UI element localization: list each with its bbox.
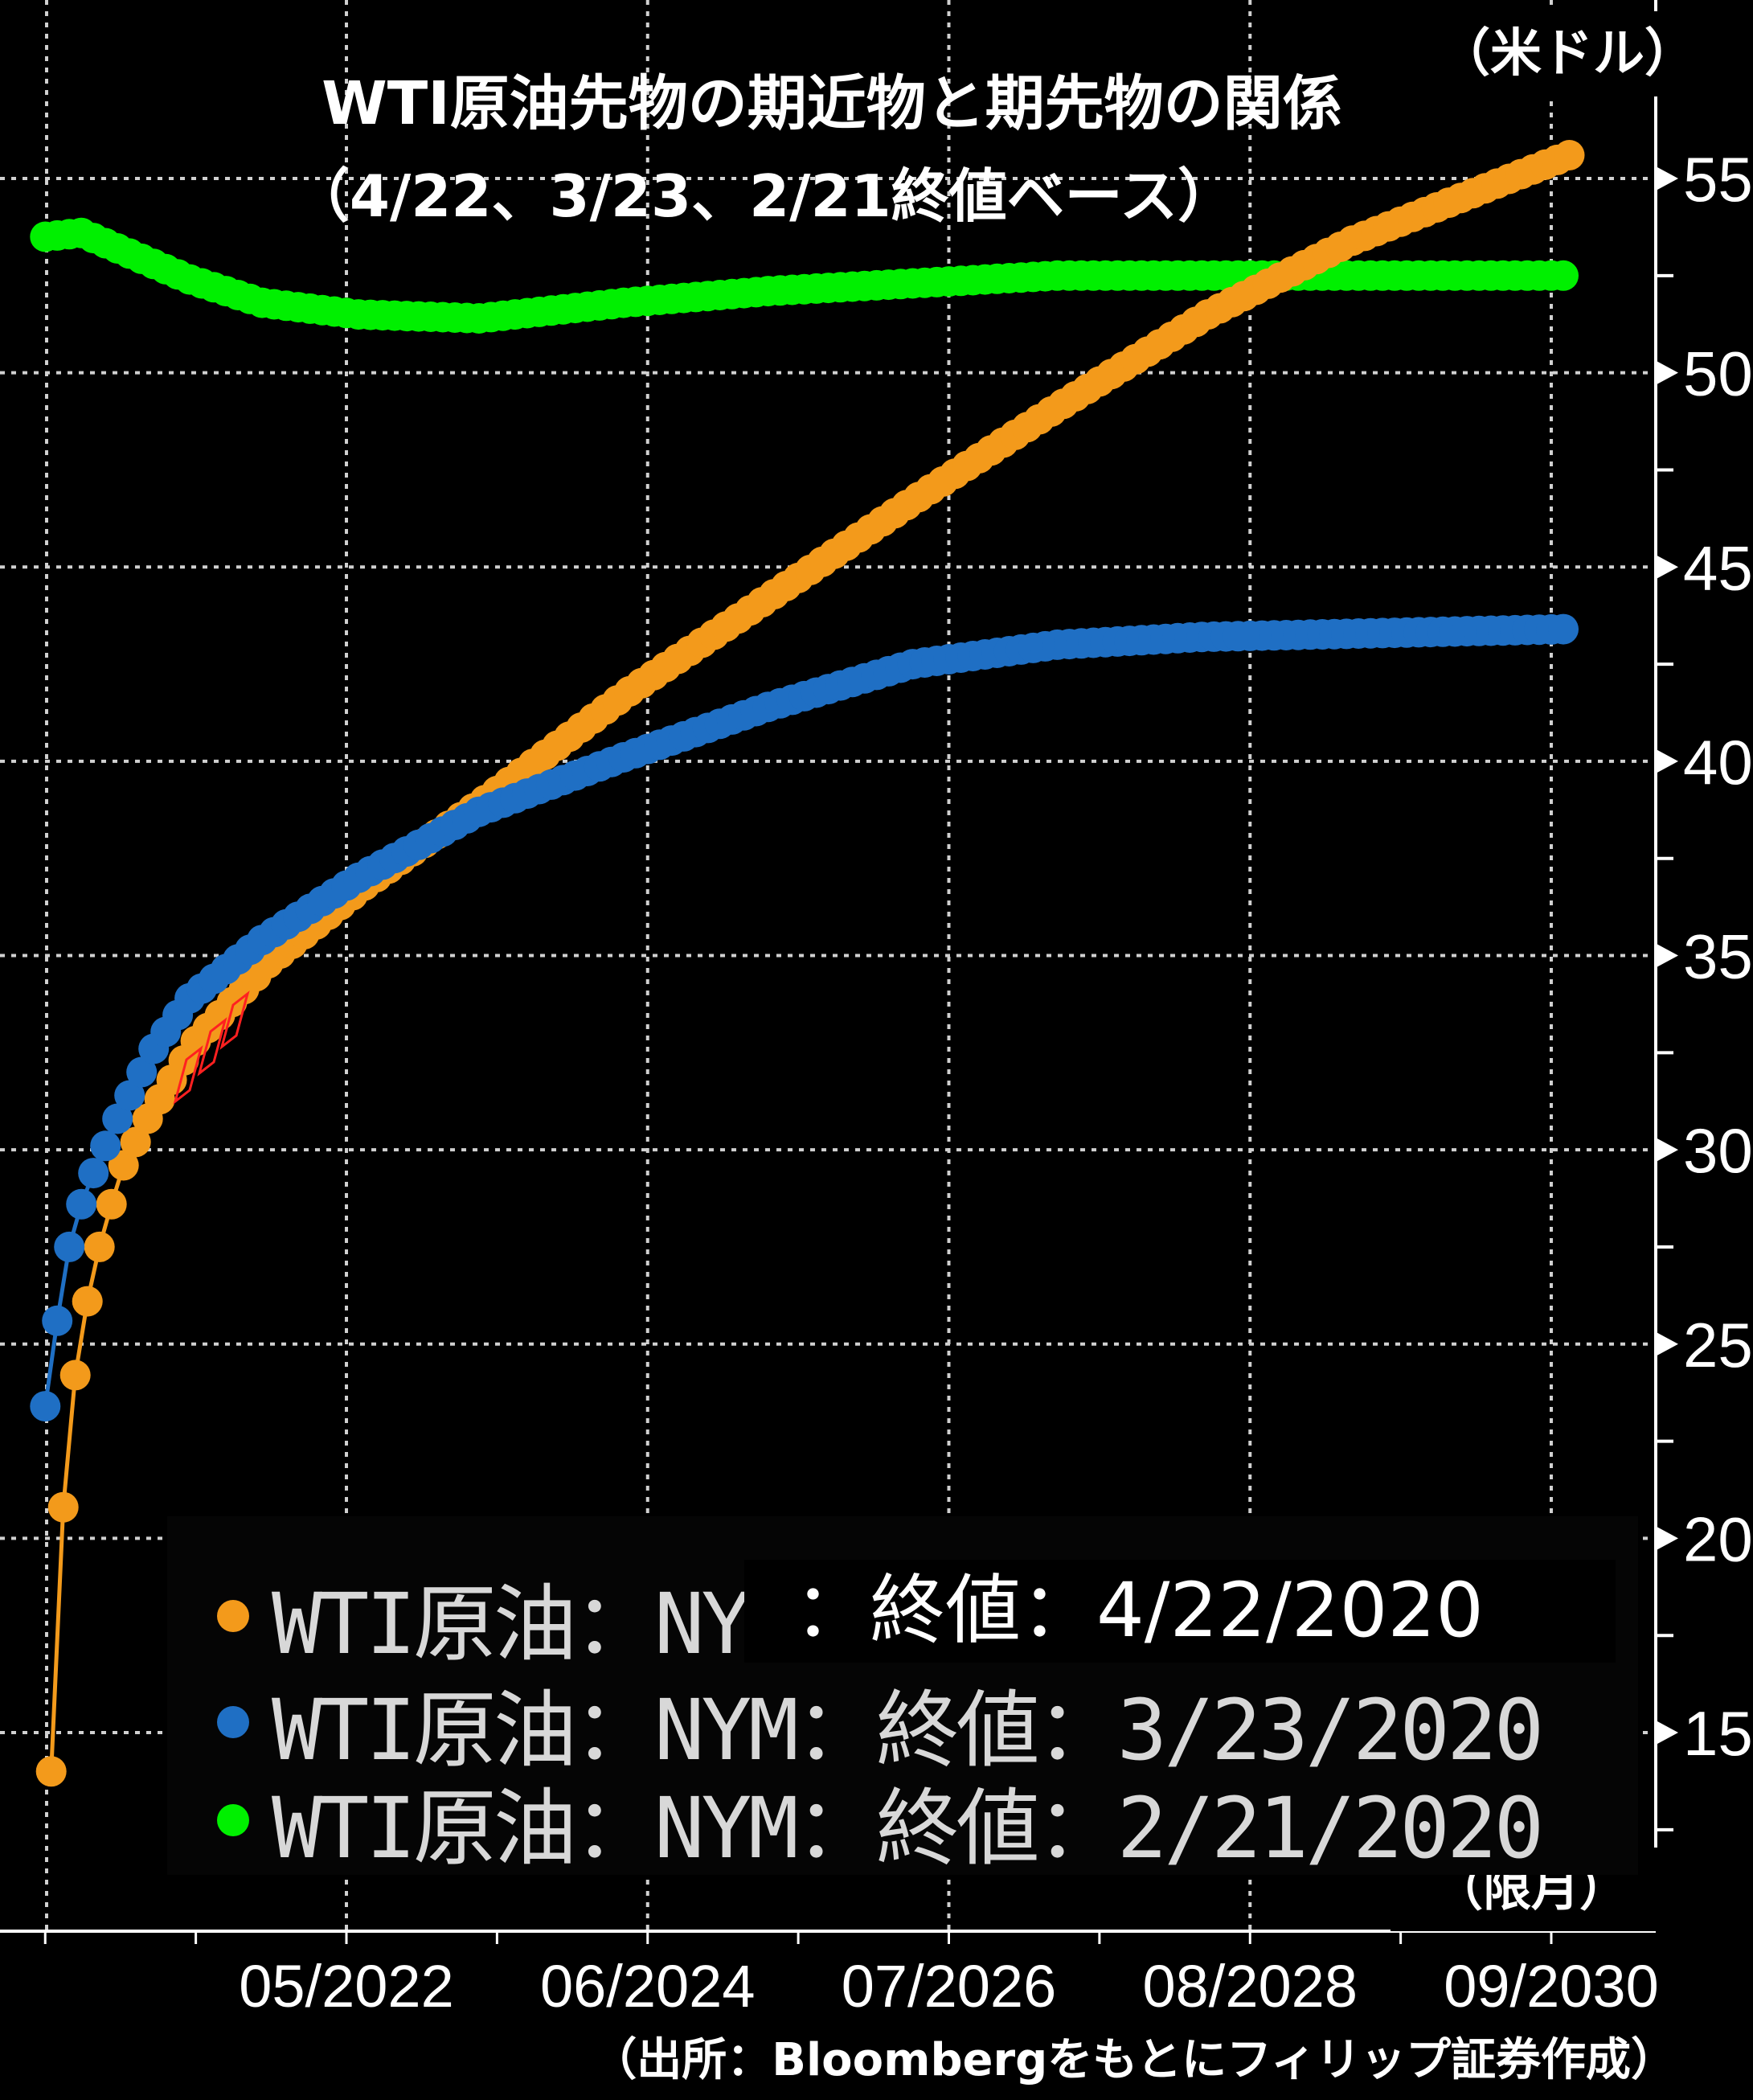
x-tick-label: 06/2024 xyxy=(540,1953,756,2020)
y-tick-label: 35 xyxy=(1683,921,1753,992)
y-tick-label: 20 xyxy=(1683,1503,1753,1574)
legend-label-0323: WTI原油：NYM：終値：3/23/2020 xyxy=(272,1680,1544,1779)
y-tick-label: 50 xyxy=(1683,338,1753,409)
data-point xyxy=(78,1158,109,1189)
y-tick-label: 25 xyxy=(1683,1310,1753,1380)
source-note: （出所：Bloombergをもとにフィリップ証券作成） xyxy=(592,2034,1676,2086)
legend-item-0221: WTI原油：NYM：終値：2/21/2020 xyxy=(167,1772,1544,1877)
y-tick-marker xyxy=(1657,556,1678,579)
legend-label-0221: WTI原油：NYM：終値：2/21/2020 xyxy=(272,1778,1544,1877)
data-point xyxy=(114,1080,145,1111)
data-point xyxy=(1554,140,1585,170)
series-series_0422 xyxy=(35,140,1585,1787)
series-series_0221 xyxy=(30,217,1579,334)
series-layer xyxy=(30,140,1585,1787)
y-tick-label: 30 xyxy=(1683,1115,1753,1186)
data-point xyxy=(120,1126,151,1158)
data-point xyxy=(1548,613,1579,645)
data-point xyxy=(54,1231,85,1262)
data-point xyxy=(102,1103,133,1134)
chart-subtitle: （4/22、3/23、2/21終値ベース） xyxy=(291,162,1236,230)
data-point xyxy=(84,1231,115,1262)
legend-marker-blue xyxy=(217,1706,249,1738)
red-marker xyxy=(173,1045,203,1105)
y-tick-marker xyxy=(1657,1332,1678,1356)
red-marker xyxy=(219,991,250,1050)
data-point xyxy=(108,1150,139,1181)
x-tick-label: 05/2022 xyxy=(239,1953,454,2020)
y-tick-marker xyxy=(1657,1527,1678,1550)
legend-item-0323: WTI原油：NYM：終値：3/23/2020 xyxy=(167,1674,1544,1779)
data-point xyxy=(66,1188,97,1220)
data-point xyxy=(96,1188,127,1220)
data-point xyxy=(30,1391,61,1422)
y-tick-marker xyxy=(1657,1138,1678,1162)
y-axis-unit-label: （米ドル） xyxy=(1399,11,1736,96)
y-tick-label: 15 xyxy=(1683,1698,1753,1769)
red-marker xyxy=(197,1017,227,1077)
y-tick-marker xyxy=(1657,749,1678,773)
data-point xyxy=(47,1491,79,1523)
legend-marker-orange xyxy=(217,1600,249,1632)
y-tick-marker xyxy=(1657,361,1678,384)
y-tick-label: 40 xyxy=(1683,727,1753,798)
x-tick-label: 07/2026 xyxy=(842,1953,1057,2020)
chart-title: WTI原油先物の期近物と期先物の関係 xyxy=(322,69,1342,138)
data-point xyxy=(90,1130,121,1162)
data-point xyxy=(59,1360,91,1391)
data-point xyxy=(1548,260,1579,291)
y-tick-label: 45 xyxy=(1683,532,1753,603)
legend-label-0422: WTI原油：NYM xyxy=(272,1574,799,1673)
series-line xyxy=(43,627,1564,1407)
x-tick-label: 08/2028 xyxy=(1143,1953,1358,2020)
legend-highlight-date: ：終値：4/22/2020 xyxy=(744,1560,1616,1663)
series-series_0323 xyxy=(30,613,1579,1422)
legend-item-0422: WTI原油：NYM xyxy=(167,1568,799,1673)
data-point xyxy=(72,1286,103,1317)
axis-layer: 15 20 25 30 35 40 45 50 55 05/2022 06/2024 07/2026 0… xyxy=(0,0,1753,2020)
data-point xyxy=(126,1056,158,1088)
y-tick-marker xyxy=(1657,1721,1678,1744)
x-tick-label: 09/2030 xyxy=(1444,1953,1659,2020)
legend-marker-green xyxy=(217,1804,249,1836)
red-marker-group xyxy=(173,991,250,1105)
data-point xyxy=(35,1756,67,1787)
y-tick-marker xyxy=(1657,944,1678,967)
y-tick-marker xyxy=(1657,167,1678,190)
y-tick-label: 55 xyxy=(1683,144,1753,215)
data-point xyxy=(42,1305,73,1336)
